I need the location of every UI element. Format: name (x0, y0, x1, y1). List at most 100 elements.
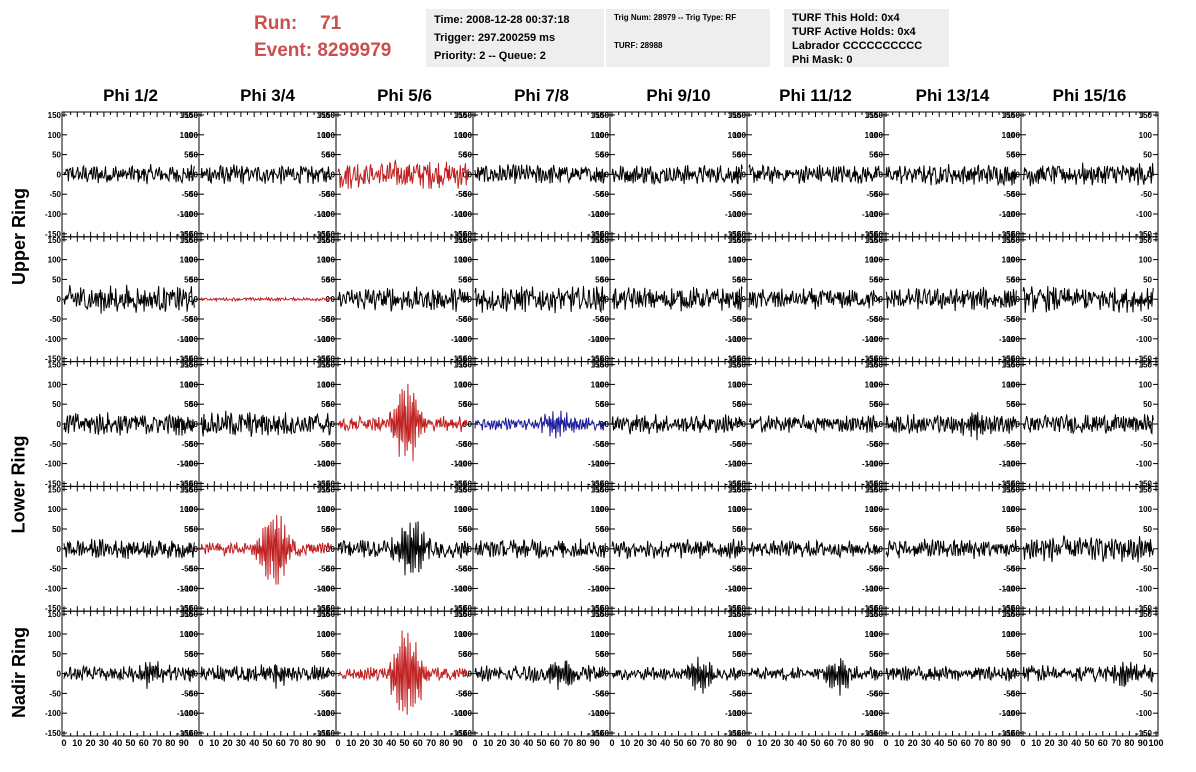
y-tick-label: 0 (879, 420, 884, 429)
y-tick-label: 50 (737, 275, 746, 284)
y-tick-label: 0 (879, 545, 884, 554)
y-tick-label: 150 (870, 610, 884, 619)
y-tick-label: 50 (326, 151, 335, 160)
x-tick-label: 70 (289, 738, 299, 748)
y-tick-label: 150 (865, 111, 879, 120)
y-tick-label: -150 (593, 729, 610, 738)
y-tick-label: 100 (48, 256, 62, 265)
run-value: 71 (320, 13, 342, 34)
y-tick-label: -100 (862, 335, 879, 344)
y-tick-label: 0 (605, 420, 610, 429)
waveform-trace (885, 163, 1017, 187)
y-tick-label: -50 (592, 565, 604, 574)
waveform-trace (748, 288, 880, 310)
y-tick-label: 0 (194, 170, 199, 179)
y-tick-label: -50 (866, 190, 878, 199)
y-tick-label: 100 (185, 505, 199, 514)
y-tick-label: 50 (463, 525, 472, 534)
y-tick-label: -150 (314, 729, 331, 738)
x-tick-label: 60 (139, 738, 149, 748)
y-tick-label: -150 (999, 729, 1016, 738)
y-tick-label: 150 (1139, 361, 1153, 370)
y-tick-label: -150 (867, 604, 884, 613)
y-tick-label: 100 (596, 131, 610, 140)
y-tick-label: 100 (459, 256, 473, 265)
y-tick-label: 100 (728, 505, 742, 514)
x-tick-label: 20 (223, 738, 233, 748)
y-tick-label: -100 (177, 584, 194, 593)
y-tick-label: -100 (862, 709, 879, 718)
y-tick-label: 0 (326, 170, 331, 179)
y-tick-label: 150 (322, 610, 336, 619)
y-tick-label: -100 (314, 460, 331, 469)
y-tick-label: 50 (1143, 400, 1152, 409)
x-tick-label: 70 (974, 738, 984, 748)
y-tick-label: 50 (869, 525, 878, 534)
y-tick-label: -150 (177, 729, 194, 738)
y-tick-label: -150 (1004, 230, 1021, 239)
y-tick-label: -100 (1136, 210, 1153, 219)
waveform-trace (748, 163, 880, 184)
y-tick-label: -50 (729, 689, 741, 698)
waveform-trace (337, 383, 469, 462)
y-tick-label: 0 (57, 545, 62, 554)
y-tick-label: 100 (596, 630, 610, 639)
y-tick-label: -150 (725, 479, 742, 488)
waveform-trace (200, 164, 332, 185)
y-tick-label: 50 (189, 151, 198, 160)
y-tick-label: 50 (1006, 525, 1015, 534)
y-tick-label: -100 (456, 584, 473, 593)
waveform-trace (885, 538, 1017, 560)
y-tick-label: -100 (867, 584, 884, 593)
y-tick-label: 0 (879, 295, 884, 304)
y-tick-label: -50 (186, 689, 198, 698)
y-tick-label: -100 (182, 210, 199, 219)
y-tick-label: 150 (48, 111, 62, 120)
y-tick-label: -100 (177, 335, 194, 344)
y-tick-label: 0 (331, 545, 336, 554)
y-tick-label: 0 (326, 295, 331, 304)
y-tick-label: -100 (588, 210, 605, 219)
turf-active-text: TURF Active Holds: 0x4 (792, 26, 916, 38)
y-tick-label: 50 (869, 650, 878, 659)
run-label: Run: (254, 13, 298, 34)
y-tick-label: 150 (454, 236, 468, 245)
y-tick-label: 50 (463, 151, 472, 160)
y-tick-label: -50 (866, 689, 878, 698)
y-tick-label: -50 (592, 315, 604, 324)
y-tick-label: -50 (181, 440, 193, 449)
y-tick-label: 100 (317, 380, 331, 389)
y-tick-label: -50 (323, 565, 335, 574)
y-tick-label: -150 (1136, 479, 1153, 488)
y-tick-label: -100 (319, 584, 336, 593)
y-tick-label: -50 (1140, 190, 1152, 199)
waveform-trace (1022, 414, 1154, 435)
y-tick-label: -50 (460, 440, 472, 449)
y-tick-label: 0 (1016, 670, 1021, 679)
x-tick-label: 30 (373, 738, 383, 748)
y-tick-label: 50 (732, 275, 741, 284)
y-tick-label: -150 (456, 479, 473, 488)
y-tick-label: 150 (1002, 236, 1016, 245)
y-tick-label: -50 (323, 315, 335, 324)
y-tick-label: -150 (45, 479, 62, 488)
y-tick-label: 0 (194, 545, 199, 554)
y-tick-label: 50 (874, 275, 883, 284)
column-title-phi-7-8: Phi 7/8 (514, 86, 569, 105)
waveform-trace (611, 656, 743, 694)
waveform-trace (474, 538, 606, 559)
y-tick-label: 100 (48, 380, 62, 389)
y-tick-label: 0 (194, 420, 199, 429)
y-tick-label: 150 (180, 485, 194, 494)
y-tick-label: -150 (177, 355, 194, 364)
y-tick-label: -100 (730, 335, 747, 344)
y-tick-label: 150 (48, 236, 62, 245)
y-tick-label: -100 (45, 460, 62, 469)
y-tick-label: -150 (999, 230, 1016, 239)
y-tick-label: 0 (1011, 420, 1016, 429)
y-tick-label: -100 (1004, 584, 1021, 593)
y-tick-label: 50 (595, 650, 604, 659)
run-event-block: Run: 71 Event: 8299979 (254, 10, 391, 64)
y-tick-label: 0 (194, 295, 199, 304)
y-tick-label: 150 (728, 111, 742, 120)
